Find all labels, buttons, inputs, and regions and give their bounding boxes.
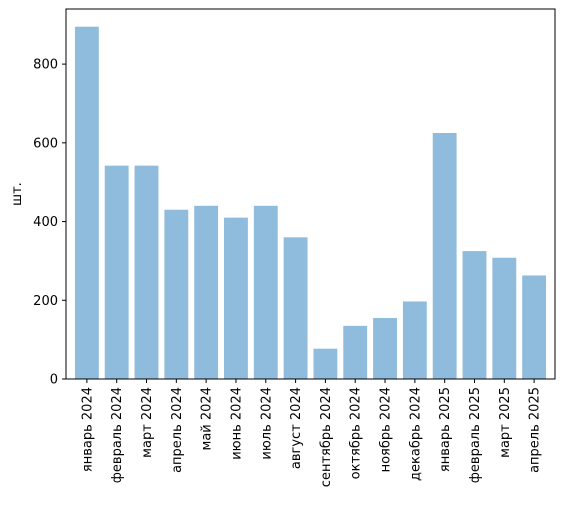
bar-13	[432, 132, 457, 379]
bar-5	[194, 205, 219, 379]
y-tick-label: 600	[33, 136, 58, 151]
x-tick-label: февраль 2024	[110, 387, 125, 483]
x-tick-label: сентябрь 2024	[319, 387, 334, 487]
bar-6	[224, 217, 248, 379]
x-tick-label: февраль 2025	[468, 387, 483, 483]
bar-9	[313, 348, 338, 379]
x-tick-label: март 2024	[140, 387, 155, 458]
bar-15	[492, 257, 517, 379]
x-tick-label: апрель 2025	[528, 387, 543, 473]
x-tick-label: апрель 2024	[170, 387, 185, 473]
bar-7	[253, 205, 278, 379]
bar-3	[134, 165, 159, 379]
bar-16	[522, 275, 547, 379]
bars-group	[74, 26, 547, 380]
y-tick-label: 0	[50, 373, 58, 388]
x-tick-label: август 2024	[289, 387, 304, 469]
x-tick-label: декабрь 2024	[408, 387, 423, 481]
bar-4	[164, 209, 189, 379]
x-tick-label: май 2024	[200, 387, 215, 450]
bar-12	[402, 301, 427, 379]
y-axis: 0 200 400 600 800	[33, 58, 66, 388]
y-tick-label: 400	[33, 215, 58, 230]
x-tick-label: январь 2024	[80, 387, 95, 472]
bar-8	[283, 237, 308, 379]
x-tick-label: ноябрь 2024	[379, 387, 394, 472]
y-tick-label: 200	[33, 294, 58, 309]
x-tick-label: июль 2024	[259, 387, 274, 460]
bar-2	[104, 165, 129, 379]
bar-10	[343, 325, 368, 379]
x-tick-label: март 2025	[498, 387, 513, 458]
bar-1	[74, 26, 99, 380]
x-axis: январь 2024 февраль 2024 март 2024 апрель 2…	[80, 379, 543, 487]
y-axis-label: шт.	[10, 182, 25, 206]
bar-11	[373, 317, 397, 379]
plot-frame	[65, 8, 556, 380]
x-tick-label: октябрь 2024	[349, 387, 364, 479]
y-tick-label: 800	[33, 58, 58, 73]
x-tick-label: июнь 2024	[229, 387, 244, 460]
bar-14	[462, 251, 487, 379]
x-tick-label: январь 2025	[438, 387, 453, 472]
